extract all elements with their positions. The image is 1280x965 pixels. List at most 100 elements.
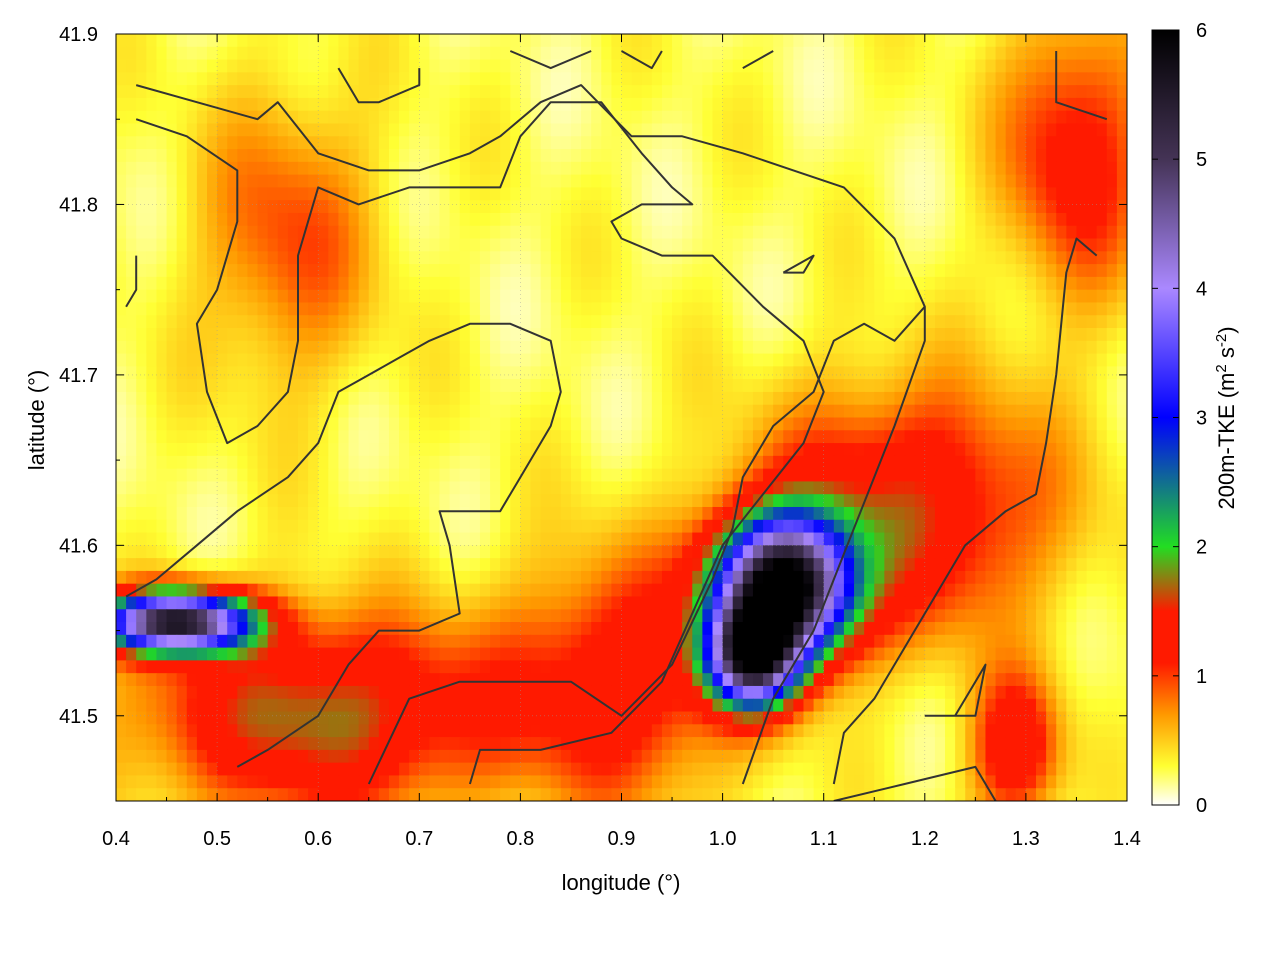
heatmap-cell — [1036, 340, 1047, 355]
heatmap-cell — [449, 328, 461, 342]
heatmap-cell — [540, 481, 552, 495]
heatmap-cell — [550, 264, 562, 278]
heatmap-cell — [227, 110, 238, 125]
heatmap-cell — [186, 225, 198, 240]
heatmap-cell — [1005, 647, 1017, 661]
heatmap-cell — [722, 404, 734, 419]
heatmap-cell — [126, 353, 137, 367]
heatmap-cell — [763, 634, 774, 649]
heatmap-cell — [540, 251, 552, 265]
heatmap-cell — [146, 264, 158, 278]
heatmap-cell — [742, 59, 754, 73]
heatmap-cell — [368, 251, 380, 265]
heatmap-cell — [581, 72, 592, 86]
heatmap-cell — [621, 455, 633, 470]
heatmap-cell — [459, 187, 471, 201]
heatmap-cell — [975, 97, 987, 112]
heatmap-cell — [1086, 110, 1098, 125]
heatmap-cell — [581, 481, 592, 495]
heatmap-cell — [237, 225, 249, 240]
heatmap-cell — [227, 494, 238, 508]
heatmap-cell — [186, 545, 198, 559]
heatmap-cell — [864, 570, 875, 585]
heatmap-cell — [1025, 251, 1037, 265]
heatmap-cell — [1046, 302, 1057, 316]
heatmap-cell — [328, 161, 340, 176]
heatmap-cell — [570, 404, 582, 419]
heatmap-cell — [884, 34, 896, 48]
heatmap-cell — [166, 622, 178, 636]
heatmap-cell — [520, 660, 532, 674]
heatmap-cell — [843, 519, 855, 534]
heatmap-cell — [419, 225, 431, 240]
heatmap-cell — [712, 634, 724, 649]
heatmap-cell — [631, 519, 643, 534]
heatmap-cell — [287, 634, 299, 649]
heatmap-cell — [783, 328, 794, 342]
heatmap-cell — [1025, 430, 1037, 444]
heatmap-cell — [247, 506, 259, 521]
heatmap-cell — [429, 366, 441, 380]
heatmap-cell — [378, 149, 390, 163]
heatmap-cell — [985, 353, 997, 367]
heatmap-cell — [348, 149, 360, 163]
heatmap-cell — [540, 430, 552, 444]
heatmap-cell — [136, 123, 147, 137]
heatmap-cell — [540, 519, 552, 534]
heatmap-cell — [611, 328, 623, 342]
heatmap-cell — [378, 532, 390, 546]
heatmap-cell — [773, 455, 784, 470]
heatmap-cell — [267, 379, 279, 393]
heatmap-cell — [1036, 161, 1047, 176]
heatmap-cell — [247, 174, 259, 188]
heatmap-cell — [1096, 366, 1108, 380]
heatmap-cell — [773, 570, 784, 585]
heatmap-cell — [1076, 136, 1088, 150]
heatmap-cell — [904, 379, 916, 393]
heatmap-cell — [611, 455, 623, 470]
heatmap-cell — [186, 391, 198, 406]
heatmap-cell — [429, 212, 441, 227]
heatmap-cell — [955, 276, 966, 291]
heatmap-cell — [965, 366, 976, 380]
heatmap-cell — [924, 570, 936, 585]
heatmap-cell — [702, 379, 714, 393]
heatmap-cell — [1005, 110, 1017, 125]
heatmap-cell — [661, 506, 673, 521]
heatmap-cell — [490, 187, 501, 201]
heatmap-cell — [672, 34, 683, 48]
heatmap-cell — [955, 136, 966, 150]
heatmap-cell — [267, 251, 279, 265]
heatmap-cell — [732, 174, 744, 188]
heatmap-cell — [1076, 647, 1088, 661]
heatmap-cell — [934, 97, 946, 112]
heatmap-cell — [1056, 46, 1067, 61]
heatmap-cell — [752, 660, 764, 674]
heatmap-cell — [874, 200, 885, 214]
heatmap-cell — [469, 519, 481, 534]
heatmap-cell — [520, 46, 532, 61]
heatmap-cell — [156, 519, 168, 534]
heatmap-cell — [206, 187, 218, 201]
heatmap-cell — [510, 545, 521, 559]
heatmap-cell — [712, 430, 724, 444]
heatmap-cell — [793, 634, 805, 649]
heatmap-cell — [793, 455, 805, 470]
heatmap-cell — [156, 315, 168, 329]
heatmap-cell — [439, 123, 451, 137]
heatmap-cell — [672, 660, 683, 674]
heatmap-cell — [227, 34, 238, 48]
heatmap-cell — [1005, 532, 1017, 546]
heatmap-cell — [1056, 609, 1067, 623]
heatmap-cell — [146, 149, 158, 163]
heatmap-cell — [611, 264, 623, 278]
heatmap-cell — [1015, 634, 1027, 649]
heatmap-cell — [601, 161, 612, 176]
heatmap-cell — [116, 494, 127, 508]
heatmap-cell — [297, 174, 309, 188]
heatmap-cell — [510, 161, 521, 176]
heatmap-cell — [884, 366, 896, 380]
heatmap-cell — [378, 545, 390, 559]
heatmap-cell — [459, 276, 471, 291]
heatmap-cell — [823, 430, 835, 444]
